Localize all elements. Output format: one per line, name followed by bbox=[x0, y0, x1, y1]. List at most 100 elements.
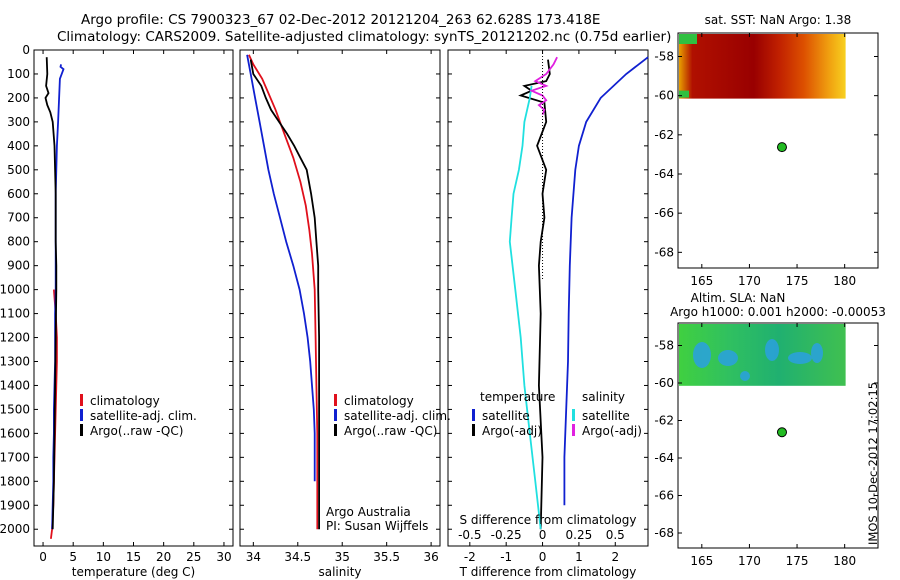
legend-swatch bbox=[80, 394, 83, 406]
legend-swatch bbox=[80, 409, 83, 421]
x-axis-label: temperature (deg C) bbox=[72, 565, 195, 579]
x-tick-label: 5 bbox=[69, 550, 77, 564]
y-tick-label: 1100 bbox=[0, 307, 30, 321]
legend-swatch bbox=[334, 409, 337, 421]
annotation-text: PI: Susan Wijffels bbox=[326, 519, 428, 533]
x-tick-label: 34 bbox=[246, 550, 261, 564]
chart-title-line2: Climatology: CARS2009. Satellite-adjuste… bbox=[57, 29, 672, 45]
legend-entry: satellite bbox=[482, 409, 530, 423]
y-tick-label: 100 bbox=[7, 67, 30, 81]
map-blob bbox=[765, 339, 779, 361]
x-tick-label: 30 bbox=[216, 550, 231, 564]
y-tick-label: 1700 bbox=[0, 450, 30, 464]
series-line-0 bbox=[248, 54, 319, 530]
x-tick-label: 15 bbox=[126, 550, 141, 564]
x2-tick-label: -0.25 bbox=[491, 528, 522, 542]
plot-frame bbox=[239, 49, 441, 547]
x2-axis-label: S difference from climatology bbox=[460, 513, 637, 527]
map-subtitle: Argo h1000: 0.001 h2000: -0.00053 bbox=[670, 305, 886, 319]
y-tick-label: 300 bbox=[7, 115, 30, 129]
y-tick-label: 1800 bbox=[0, 474, 30, 488]
legend-entry: Argo(..raw -QC) bbox=[344, 424, 437, 438]
x-tick-label: 180 bbox=[833, 554, 856, 568]
x-tick-label: -1 bbox=[500, 550, 512, 564]
x-tick-label: 25 bbox=[186, 550, 201, 564]
x-tick-label: 35.5 bbox=[373, 550, 400, 564]
x2-tick-label: 0.25 bbox=[566, 528, 593, 542]
series-line-2 bbox=[249, 59, 321, 530]
y-tick-label: 2000 bbox=[0, 522, 30, 536]
map-blob bbox=[788, 352, 812, 364]
series-line-1 bbox=[246, 54, 316, 482]
y-tick-label: 500 bbox=[7, 163, 30, 177]
legend-entry: climatology bbox=[90, 394, 160, 408]
series-line-2 bbox=[44, 57, 58, 530]
map-cell bbox=[679, 34, 697, 44]
map-data-patch bbox=[679, 34, 846, 99]
x2-tick-label: -0.5 bbox=[458, 528, 481, 542]
y-tick-label: -60 bbox=[654, 89, 674, 103]
legend-entry: Argo(-adj) bbox=[482, 424, 542, 438]
x-tick-label: 170 bbox=[738, 554, 761, 568]
x-tick-label: 35 bbox=[335, 550, 350, 564]
y-tick-label: -62 bbox=[654, 128, 674, 142]
x-tick-label: 0 bbox=[539, 550, 547, 564]
legend-swatch bbox=[572, 424, 575, 436]
x-tick-label: 34.5 bbox=[284, 550, 311, 564]
x-axis-label: T difference from climatology bbox=[459, 565, 637, 579]
y-tick-label: -58 bbox=[654, 339, 674, 353]
y-tick-label: 800 bbox=[7, 235, 30, 249]
y-tick-label: -66 bbox=[654, 206, 674, 220]
float-position-marker bbox=[776, 142, 787, 153]
x-tick-label: 20 bbox=[156, 550, 171, 564]
x-tick-label: 175 bbox=[786, 274, 809, 288]
y-tick-label: -62 bbox=[654, 414, 674, 428]
legend-swatch bbox=[572, 409, 575, 421]
x-tick-label: 175 bbox=[786, 554, 809, 568]
x2-tick-label: 0.5 bbox=[606, 528, 625, 542]
y-tick-label: 600 bbox=[7, 187, 30, 201]
y-tick-label: 1300 bbox=[0, 354, 30, 368]
legend-entry: Argo(-adj) bbox=[582, 424, 642, 438]
legend-group-title: temperature bbox=[480, 390, 555, 404]
series-line-1 bbox=[518, 59, 551, 530]
x-tick-label: 180 bbox=[833, 274, 856, 288]
x-tick-label: 1 bbox=[575, 550, 583, 564]
legend-entry: climatology bbox=[344, 394, 414, 408]
x-tick-label: 165 bbox=[690, 274, 713, 288]
x-tick-label: 170 bbox=[738, 274, 761, 288]
map-blob bbox=[811, 343, 823, 363]
x-tick-label: 36 bbox=[423, 550, 438, 564]
legend-swatch bbox=[334, 394, 337, 406]
annotation-text: Argo Australia bbox=[326, 505, 411, 519]
y-tick-label: -68 bbox=[654, 245, 674, 259]
y-tick-label: 700 bbox=[7, 211, 30, 225]
plot-frame bbox=[33, 49, 234, 547]
chart-title-line1: Argo profile: CS 7900323_67 02-Dec-2012 … bbox=[81, 12, 601, 28]
y-tick-label: 200 bbox=[7, 91, 30, 105]
y-tick-label: -64 bbox=[654, 451, 674, 465]
footer-stamp: IMOS 10-Dec-2012 17:02:15 bbox=[866, 381, 880, 545]
y-tick-label: 1000 bbox=[0, 283, 30, 297]
y-tick-label: 400 bbox=[7, 139, 30, 153]
legend-group-title: salinity bbox=[582, 390, 625, 404]
y-tick-label: 1200 bbox=[0, 331, 30, 345]
legend-entry: satellite-adj. clim. bbox=[344, 409, 451, 423]
y-tick-label: 1600 bbox=[0, 426, 30, 440]
float-position-marker bbox=[776, 427, 787, 438]
y-tick-label: 900 bbox=[7, 259, 30, 273]
x-tick-label: 0 bbox=[39, 550, 47, 564]
map-blob bbox=[740, 371, 750, 381]
x-tick-label: 165 bbox=[690, 554, 713, 568]
series-line-3 bbox=[529, 56, 558, 116]
legend-swatch bbox=[472, 424, 475, 436]
legend-entry: satellite-adj. clim. bbox=[90, 409, 197, 423]
map-cell bbox=[679, 90, 689, 98]
y-tick-label: 0 bbox=[22, 43, 30, 57]
legend-swatch bbox=[472, 409, 475, 421]
x-axis-label: salinity bbox=[318, 565, 361, 579]
x-tick-label: 2 bbox=[611, 550, 619, 564]
series-line-2 bbox=[508, 85, 542, 530]
y-tick-label: -66 bbox=[654, 489, 674, 503]
